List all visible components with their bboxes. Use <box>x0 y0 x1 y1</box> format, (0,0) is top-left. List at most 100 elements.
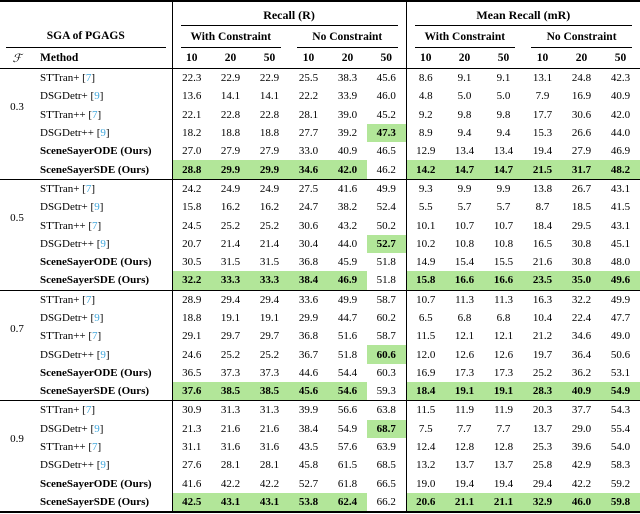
metric-cell: 58.3 <box>610 459 631 472</box>
metric-cell: 31.6 <box>220 441 241 454</box>
metric-cell: 47.3 <box>367 123 407 143</box>
citation-ref[interactable]: [9] <box>93 459 110 472</box>
citation-number: 9 <box>94 90 100 103</box>
metric-cell: 8.6 <box>418 72 433 85</box>
metric-cell: 9.9 <box>457 182 472 195</box>
metric-cell: 42.9 <box>571 459 592 472</box>
metric-cell: 9.8 <box>496 108 511 121</box>
metric-cell: 43.1 <box>610 219 631 232</box>
citation-ref[interactable]: [7] <box>85 441 102 454</box>
citation-ref[interactable]: [7] <box>79 293 96 306</box>
metric-cell: 59.2 <box>610 477 631 490</box>
table-row: STTran++ [7] 22.1 22.8 22.8 28.1 39.0 45.2 9.2 9… <box>0 105 640 124</box>
metric-cell: 25.3 <box>532 441 553 454</box>
metric-cell: 32.2 <box>172 271 211 291</box>
metric-cell: 25.2 <box>532 366 553 379</box>
table-row: SceneSayerODE (Ours) 27.0 27.9 27.9 33.0 40.9… <box>0 142 640 161</box>
method-label: STTran+ <box>40 404 80 417</box>
metric-cell: 12.6 <box>493 348 514 361</box>
metric-cell: 21.3 <box>182 422 202 435</box>
citation-ref[interactable]: [7] <box>79 404 96 417</box>
metric-cell: 66.5 <box>367 474 407 493</box>
citation-number: 9 <box>100 348 106 361</box>
metric-cell: 20.3 <box>532 404 553 417</box>
metric-cell: 54.6 <box>328 382 367 401</box>
metric-cell: 25.2 <box>220 219 241 232</box>
metric-cell: 41.6 <box>337 182 358 195</box>
metric-cell: 29.7 <box>220 330 241 343</box>
citation-ref[interactable]: [7] <box>85 219 102 232</box>
metric-cell: 18.5 <box>571 201 592 214</box>
citation-ref[interactable]: [9] <box>87 90 104 103</box>
metric-cell: 13.6 <box>182 90 202 103</box>
citation-ref[interactable]: [9] <box>87 201 104 214</box>
metric-cell: 14.7 <box>445 160 485 180</box>
citation-ref[interactable]: [9] <box>87 312 104 324</box>
method-name: DSGDetr+ [9] <box>34 308 173 328</box>
metric-cell: 12.6 <box>454 348 475 361</box>
metric-cell: 45.6 <box>367 68 407 88</box>
metric-cell: 31.5 <box>259 256 280 269</box>
metric-cell: 5.5 <box>418 201 433 214</box>
citation-ref[interactable]: [9] <box>93 237 110 250</box>
metric-cell: 11.3 <box>494 293 513 306</box>
metric-cell: 16.2 <box>259 201 280 214</box>
citation-ref[interactable]: [7] <box>79 72 96 85</box>
f-block-0.3: 0.3 STTran+ [7] 22.3 22.9 22.9 25.5 38.3 45.6 8.… <box>0 68 640 180</box>
f-block-0.9: 0.9 STTran+ [7] 30.9 31.3 31.3 39.9 56.6 63.8 11… <box>0 400 640 513</box>
citation-number: 9 <box>100 127 106 140</box>
method-name: STTran++ [7] <box>34 437 173 457</box>
metric-cell: 36.7 <box>298 348 319 361</box>
citation-ref[interactable]: [9] <box>93 127 110 140</box>
method-label: DSGDetr++ <box>40 237 94 250</box>
metric-cell: 27.7 <box>298 127 319 140</box>
citation-ref[interactable]: [9] <box>93 348 110 361</box>
citation-ref[interactable]: [7] <box>79 182 96 195</box>
metric-cell: 6.8 <box>496 312 511 324</box>
metric-cell: 26.7 <box>571 182 592 195</box>
metric-cell: 19.4 <box>454 477 475 490</box>
method-label: SceneSayerSDE (Ours) <box>40 385 150 398</box>
method-name: STTran+ [7] <box>34 400 173 420</box>
metric-cell: 54.0 <box>610 441 631 454</box>
metric-cell: 50.6 <box>610 348 631 361</box>
metric-cell: 9.1 <box>457 72 472 85</box>
metric-cell: 29.4 <box>259 293 280 306</box>
citation-number: 9 <box>100 459 106 472</box>
f-threshold-value: 0.3 <box>0 69 34 180</box>
table-row: 0.5 STTran+ [7] 24.2 24.9 24.9 27.5 41.6 49.9 9.… <box>0 179 640 224</box>
metric-cell: 14.9 <box>416 256 436 269</box>
metric-cell: 5.0 <box>496 90 511 103</box>
metric-cell: 46.0 <box>562 492 602 513</box>
metric-cell: 52.7 <box>298 477 319 490</box>
metric-cell: 24.7 <box>298 201 319 214</box>
metric-cell: 16.3 <box>532 293 553 306</box>
citation-ref[interactable]: [9] <box>87 422 104 435</box>
mean-recall-label: Mean Recall (mR) <box>414 7 633 26</box>
citation-ref[interactable]: [7] <box>85 108 102 121</box>
metric-cell: 29.4 <box>532 477 553 490</box>
metric-cell: 37.3 <box>220 366 241 379</box>
metric-cell: 29.7 <box>259 330 280 343</box>
k-header: 20 <box>328 48 367 69</box>
metric-cell: 19.1 <box>259 312 280 324</box>
metric-cell: 51.8 <box>367 252 407 272</box>
metric-cell: 33.3 <box>250 271 289 291</box>
metric-cell: 13.1 <box>532 72 553 85</box>
no-constraint-label: No Constraint <box>531 29 633 48</box>
metric-cell: 50.2 <box>367 216 407 235</box>
f-threshold-symbol: ℱ <box>0 48 34 69</box>
metric-cell: 12.4 <box>416 441 436 454</box>
metric-cell: 32.2 <box>571 293 592 306</box>
metric-cell: 18.4 <box>406 382 446 401</box>
metric-cell: 18.8 <box>182 312 202 324</box>
metric-cell: 51.6 <box>337 330 358 343</box>
metric-cell: 29.5 <box>571 219 592 232</box>
citation-number: 7 <box>85 72 92 85</box>
k-header: 50 <box>601 48 640 69</box>
table-row: DSGDetr+ [9] 15.8 16.2 16.2 24.7 38.2 52.4 5.5 5… <box>0 198 640 217</box>
metric-cell: 15.8 <box>406 271 446 291</box>
metric-cell: 36.4 <box>571 348 592 361</box>
metric-cell: 21.6 <box>532 256 553 269</box>
citation-ref[interactable]: [7] <box>85 330 102 343</box>
